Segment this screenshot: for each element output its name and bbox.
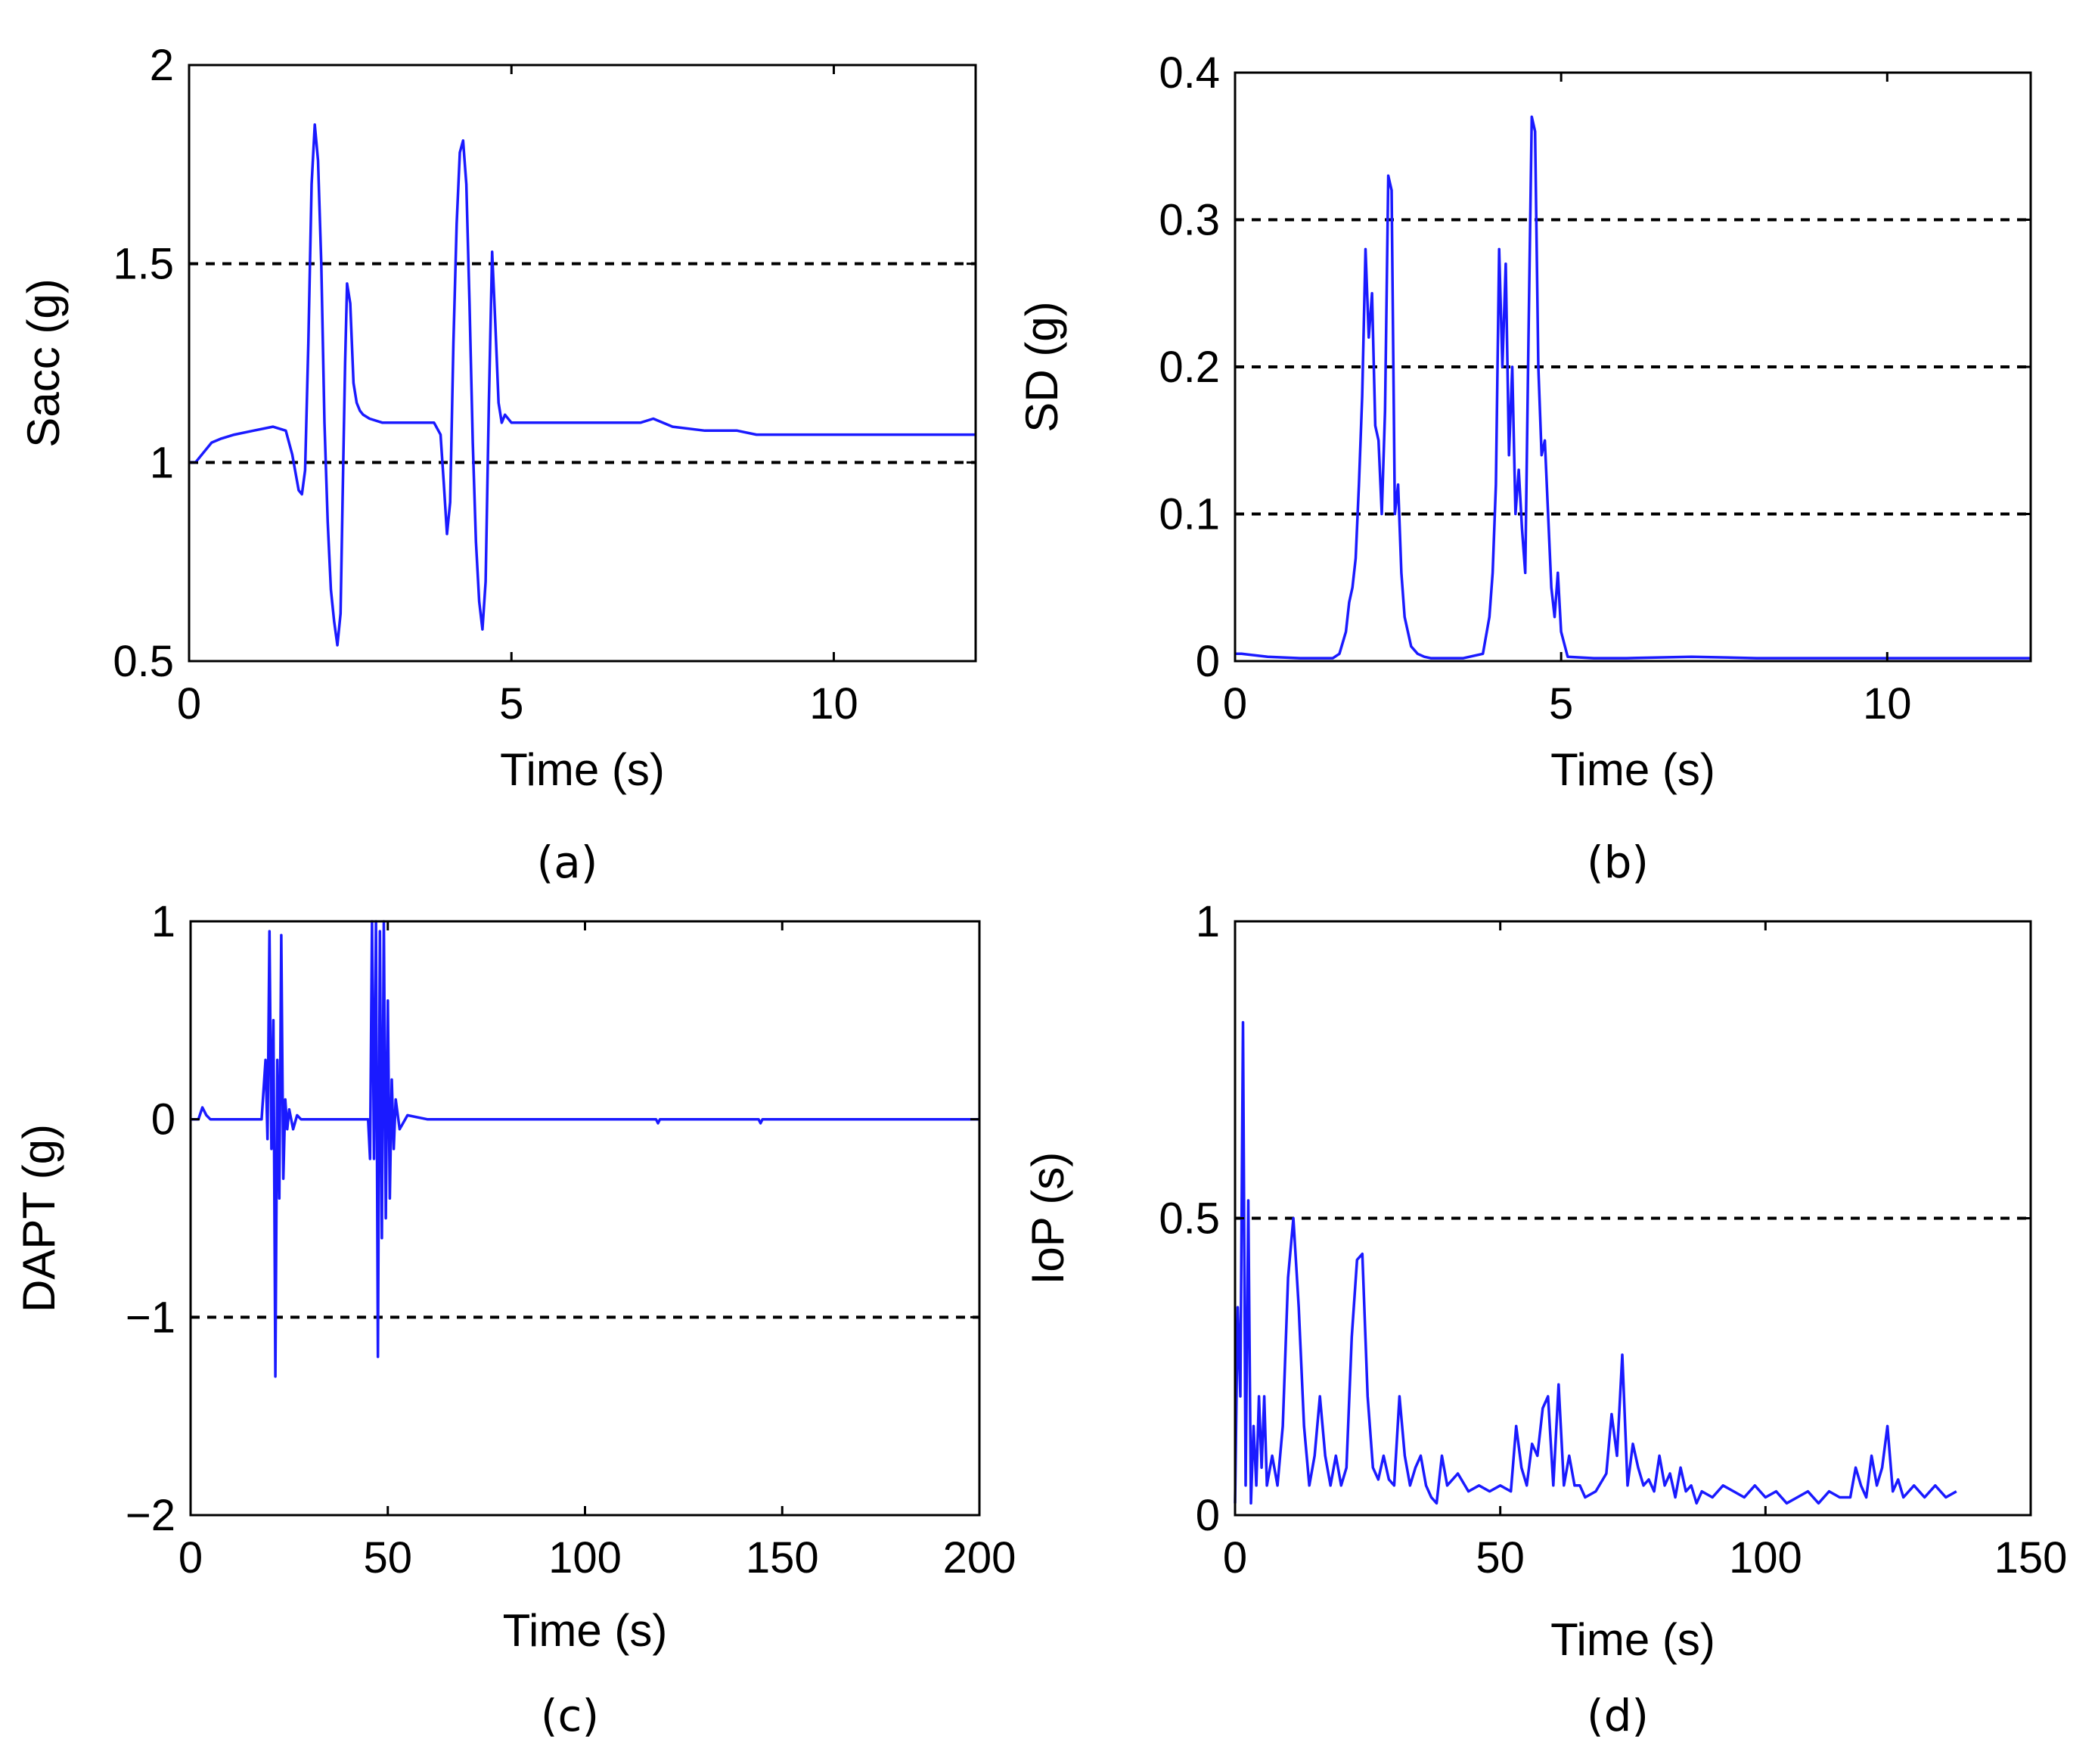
x-tick-label: 10	[809, 679, 858, 728]
y-tick-label: 1	[150, 438, 174, 487]
plot-frame	[189, 920, 981, 1517]
x-tick-label: 0	[177, 679, 201, 728]
x-tick-label: 5	[1549, 679, 1573, 728]
series-line-dapt	[191, 920, 979, 1378]
y-tick-label: 0.3	[1159, 196, 1220, 245]
x-axis-label: Time (s)	[1550, 744, 1715, 795]
y-tick-label: 1	[151, 897, 175, 946]
y-tick-label: −1	[126, 1293, 175, 1342]
y-axis-label: IoP (s)	[1023, 1152, 1073, 1285]
y-tick-label: 0.2	[1159, 343, 1220, 392]
x-tick-label: 0	[178, 1533, 203, 1582]
y-axis-label: SD (g)	[1016, 301, 1067, 432]
panel-caption: (b)	[1587, 837, 1649, 888]
panel-caption: (a)	[537, 837, 598, 888]
y-tick-label: 2	[150, 41, 174, 90]
x-tick-label: 0	[1223, 1533, 1247, 1582]
plot-frame	[188, 64, 977, 663]
x-tick-label: 100	[1729, 1533, 1802, 1582]
y-tick-label: 1.5	[113, 240, 174, 289]
y-tick-label: 0.5	[1159, 1194, 1220, 1244]
x-tick-label: 150	[1994, 1533, 2068, 1582]
x-axis-label: Time (s)	[500, 744, 665, 795]
x-tick-label: 0	[1223, 679, 1247, 728]
x-tick-label: 50	[1476, 1533, 1525, 1582]
panel-b-sd: 0 5 10 0 0.1 0.2 0.3 0.4 Time (s) SD (g) (b)	[1016, 48, 2032, 888]
y-tick-label: 0	[1196, 637, 1220, 686]
x-tick-label: 100	[548, 1533, 622, 1582]
series-line-sd	[1235, 115, 2031, 660]
y-tick-label: 1	[1196, 897, 1220, 946]
panel-a-sacc: 0 5 10 0.5 1 1.5 2 Time (s) Sacc (g) (a)	[18, 41, 977, 888]
y-tick-label: 0.5	[113, 637, 174, 686]
panel-caption: (d)	[1587, 1690, 1649, 1741]
x-axis-label: Time (s)	[503, 1605, 668, 1656]
x-axis-label: Time (s)	[1550, 1614, 1715, 1665]
x-tick-label: 10	[1863, 679, 1912, 728]
y-tick-label: −2	[126, 1491, 175, 1540]
y-tick-label: 0.1	[1159, 490, 1220, 539]
y-tick-label: 0.4	[1159, 48, 1220, 98]
y-tick-label: 0	[1196, 1491, 1220, 1540]
y-tick-label: 0	[151, 1095, 175, 1144]
x-tick-label: 150	[746, 1533, 819, 1582]
y-axis-label: DAPT (g)	[14, 1124, 64, 1312]
series-line-iop	[1234, 1020, 1957, 1505]
panel-d-iop: 0 50 100 150 0 0.5 1 Time (s) IoP (s) (d)	[1023, 897, 2067, 1741]
y-axis-label: Sacc (g)	[18, 278, 69, 447]
x-tick-label: 200	[943, 1533, 1016, 1582]
panel-c-dapt: 0 50 100 150 200 −2 −1 0 1 Time (s) DAPT (g) (c)	[14, 897, 1016, 1741]
x-tick-label: 50	[363, 1533, 412, 1582]
panel-caption: (c)	[541, 1690, 599, 1741]
series-line-sacc	[189, 123, 976, 647]
x-tick-label: 5	[499, 679, 523, 728]
